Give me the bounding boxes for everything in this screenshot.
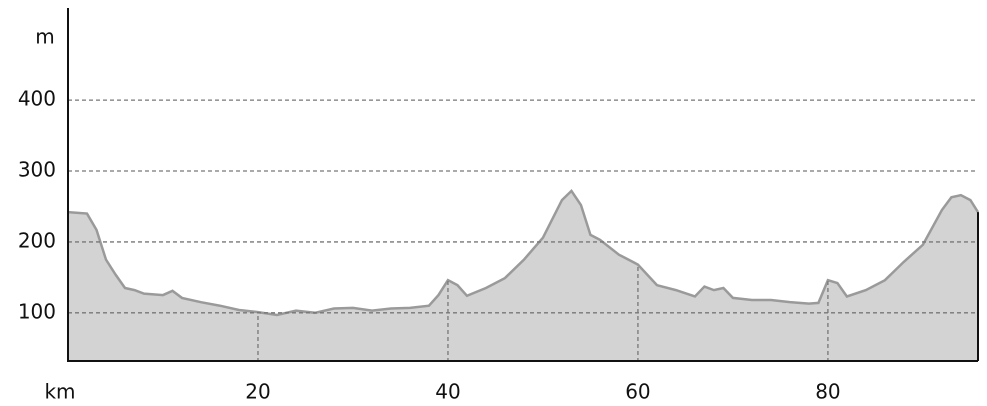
y-tick-label: 300	[18, 158, 56, 182]
y-tick-label: 400	[18, 87, 56, 111]
x-tick-label: 80	[815, 380, 840, 404]
x-tick-label: 20	[245, 380, 270, 404]
x-tick-label: 40	[435, 380, 460, 404]
y-tick-label: 100	[18, 299, 56, 323]
area-line	[67, 188, 980, 317]
area-fill	[68, 190, 978, 361]
x-axis-label: km	[44, 380, 75, 404]
y-axis-label: m	[35, 25, 54, 49]
y-tick-label: 200	[18, 228, 56, 252]
x-tick-label: 60	[625, 380, 650, 404]
